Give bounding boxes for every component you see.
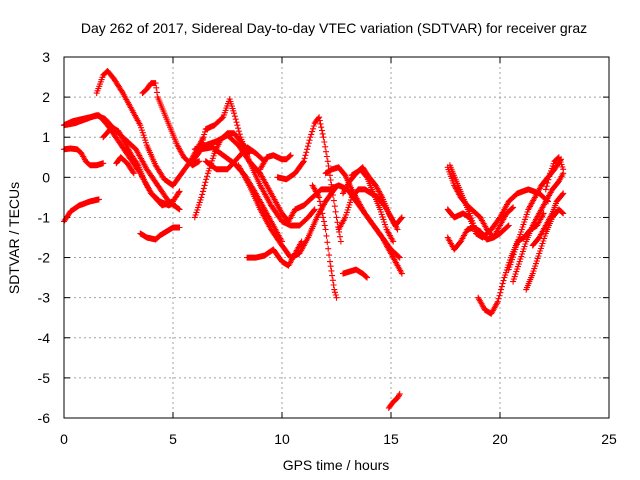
y-tick-label: -4 xyxy=(38,330,51,346)
series-arc-16 xyxy=(257,152,294,173)
y-tick-label: -2 xyxy=(38,250,51,266)
x-tick-label: 20 xyxy=(492,431,508,447)
y-tick-label: -6 xyxy=(38,410,51,426)
data-point-markers xyxy=(113,154,137,177)
series-arc-30 xyxy=(446,162,477,229)
series-arc-2 xyxy=(61,145,107,169)
series-arc-20 xyxy=(309,182,340,301)
series-arc-13 xyxy=(191,132,299,225)
data-point-markers xyxy=(322,164,405,277)
data-point-markers xyxy=(257,152,294,173)
y-tick-label: 2 xyxy=(42,89,50,105)
series-arc-26 xyxy=(385,390,403,411)
data-point-markers xyxy=(340,266,370,281)
series-arc-8 xyxy=(139,80,203,169)
series-arc-6 xyxy=(100,124,176,209)
data-point-markers xyxy=(309,182,340,301)
series-arc-24 xyxy=(348,164,405,229)
series-arc-25 xyxy=(340,266,370,281)
data-point-markers xyxy=(191,132,299,225)
data-point-markers xyxy=(385,390,403,411)
chart-title: Day 262 of 2017, Sidereal Day-to-day VTE… xyxy=(81,20,587,36)
x-tick-label: 0 xyxy=(60,431,68,447)
series-arc-33 xyxy=(510,170,567,285)
series-arc-34 xyxy=(523,206,567,293)
y-tick-label: 3 xyxy=(42,49,50,65)
data-point-markers xyxy=(446,162,477,229)
data-point-markers xyxy=(61,196,102,225)
data-point-markers xyxy=(274,114,344,245)
y-tick-label: -5 xyxy=(38,370,51,386)
x-axis-label: GPS time / hours xyxy=(283,457,390,473)
series-arc-9 xyxy=(137,224,183,243)
x-tick-label: 15 xyxy=(383,431,399,447)
series-arc-17 xyxy=(235,162,338,261)
x-tick-label: 10 xyxy=(274,431,290,447)
y-axis-label: SDTVAR / TECUs xyxy=(6,182,22,294)
data-point-markers xyxy=(348,164,405,229)
data-point-markers xyxy=(235,162,338,261)
data-point-markers xyxy=(542,154,567,193)
y-tick-label: -1 xyxy=(38,209,51,225)
data-point-markers xyxy=(510,170,567,285)
x-tick-label: 5 xyxy=(169,431,177,447)
data-point-markers xyxy=(61,145,107,169)
data-point-markers xyxy=(61,112,183,213)
series-arc-35 xyxy=(529,190,567,249)
series-arc-3 xyxy=(61,112,183,213)
series-arc-1 xyxy=(61,196,102,225)
data-point-markers xyxy=(137,224,183,243)
x-tick-label: 25 xyxy=(601,431,617,447)
series-arc-18 xyxy=(274,114,344,245)
data-point-markers xyxy=(529,190,567,249)
series-arc-7 xyxy=(113,154,137,177)
data-point-markers xyxy=(139,80,203,169)
series-arc-21 xyxy=(322,164,405,277)
data-points xyxy=(61,68,567,411)
x-tick-labels: 0 5 10 15 20 25 xyxy=(60,431,617,447)
y-tick-label: 1 xyxy=(42,129,50,145)
y-tick-labels: 3 2 1 0 -1 -2 -3 -4 -5 -6 xyxy=(38,49,51,426)
data-point-markers xyxy=(523,206,567,293)
data-point-markers xyxy=(100,124,176,209)
y-tick-label: -3 xyxy=(38,290,51,306)
y-tick-label: 0 xyxy=(42,169,50,185)
plot-frame xyxy=(63,56,610,419)
series-arc-36 xyxy=(542,154,567,193)
